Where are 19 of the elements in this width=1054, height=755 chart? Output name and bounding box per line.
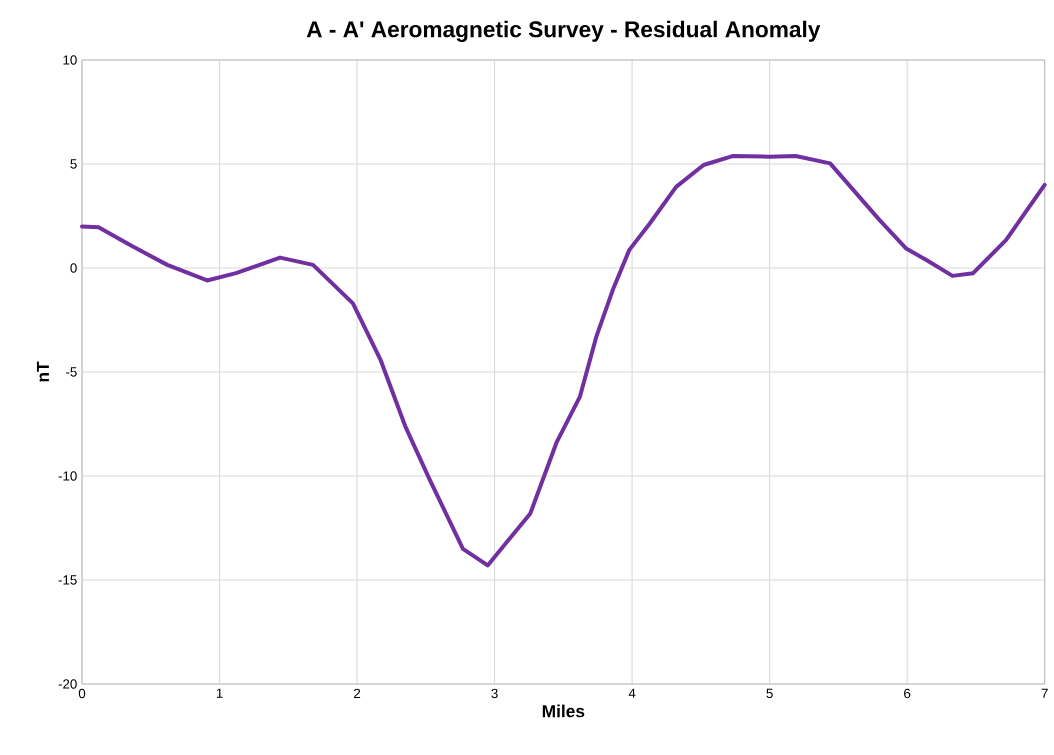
line-series [80,154,1047,568]
y-axis-title: nT [36,361,49,382]
y-tick-label: -5 [66,367,77,377]
y-tick-label: -20 [58,679,77,689]
x-tick-label: 7 [1041,688,1048,698]
y-tick-label: -10 [58,471,77,481]
y-tick-label: 0 [70,263,77,273]
x-tick-label: 5 [766,688,773,698]
x-tick-label: 1 [216,688,223,698]
x-tick-label: 2 [354,688,361,699]
x-tick-label: 3 [491,688,498,699]
y-tick-label: 5 [70,159,77,169]
y-tick-label: 10 [63,55,77,65]
x-axis-title: Miles [542,704,585,718]
chart-title: A - A' Aeromagnetic Survey - Residual Anomaly [306,20,821,42]
x-tick-label: 6 [904,688,911,699]
x-tick-label: 0 [78,688,86,699]
x-tick-label: 4 [628,688,636,698]
y-tick-label: -15 [58,575,77,585]
